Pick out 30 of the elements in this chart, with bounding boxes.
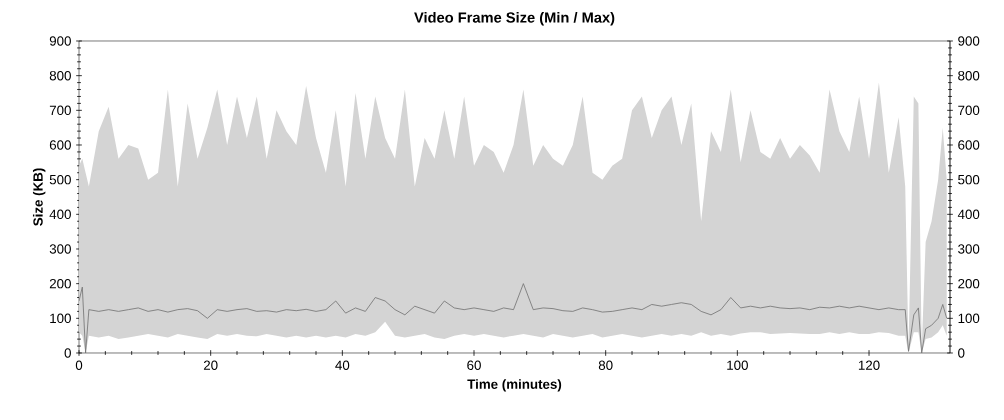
y-tick-label: 0 — [64, 348, 71, 358]
y2-tick-label: 500 — [958, 174, 980, 185]
x-tick-label: 60 — [467, 360, 481, 370]
y2-tick-label: 600 — [958, 140, 980, 150]
y2-tick-label: 700 — [958, 105, 980, 116]
y-tick-label: 100 — [50, 313, 71, 324]
y-tick-label: 600 — [49, 140, 71, 150]
x-axis-title: Time (minutes) — [467, 379, 562, 392]
y-tick-label: 700 — [49, 105, 71, 116]
x-tick-label: 20 — [203, 360, 218, 370]
y-tick-label: 300 — [49, 244, 71, 254]
x-tick-label: 120 — [858, 360, 880, 370]
x-tick-label: 80 — [598, 360, 613, 370]
x-tick-label: 100 — [727, 360, 748, 370]
chart-title: Video Frame Size (Min / Max) — [414, 11, 615, 26]
x-tick-label: 0 — [75, 360, 83, 370]
y-tick-label: 200 — [49, 278, 71, 289]
y2-tick-label: 800 — [958, 70, 980, 81]
y-tick-label: 900 — [49, 36, 71, 46]
y2-tick-label: 0 — [958, 348, 965, 358]
y2-tick-label: 900 — [958, 36, 980, 46]
y2-tick-label: 200 — [958, 278, 980, 289]
y-tick-label: 800 — [49, 70, 71, 81]
x-tick-label: 40 — [335, 360, 350, 370]
y2-tick-label: 100 — [958, 313, 980, 324]
y2-tick-label: 400 — [957, 209, 980, 220]
y-tick-label: 500 — [49, 174, 71, 185]
y2-tick-label: 300 — [958, 244, 980, 254]
y-axis-title: Size (KB) — [32, 168, 46, 226]
y-tick-label: 400 — [49, 209, 71, 220]
